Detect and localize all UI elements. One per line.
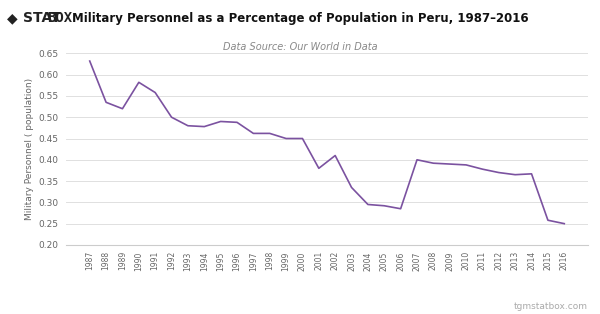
Text: tgmstatbox.com: tgmstatbox.com xyxy=(514,302,588,311)
Text: Data Source: Our World in Data: Data Source: Our World in Data xyxy=(223,42,377,52)
Text: STAT: STAT xyxy=(23,11,61,25)
Text: Military Personnel as a Percentage of Population in Peru, 1987–2016: Military Personnel as a Percentage of Po… xyxy=(71,12,529,24)
Text: ◆: ◆ xyxy=(7,11,18,25)
Text: BOX: BOX xyxy=(47,11,72,25)
Y-axis label: Military Personnel ( population): Military Personnel ( population) xyxy=(25,78,34,220)
